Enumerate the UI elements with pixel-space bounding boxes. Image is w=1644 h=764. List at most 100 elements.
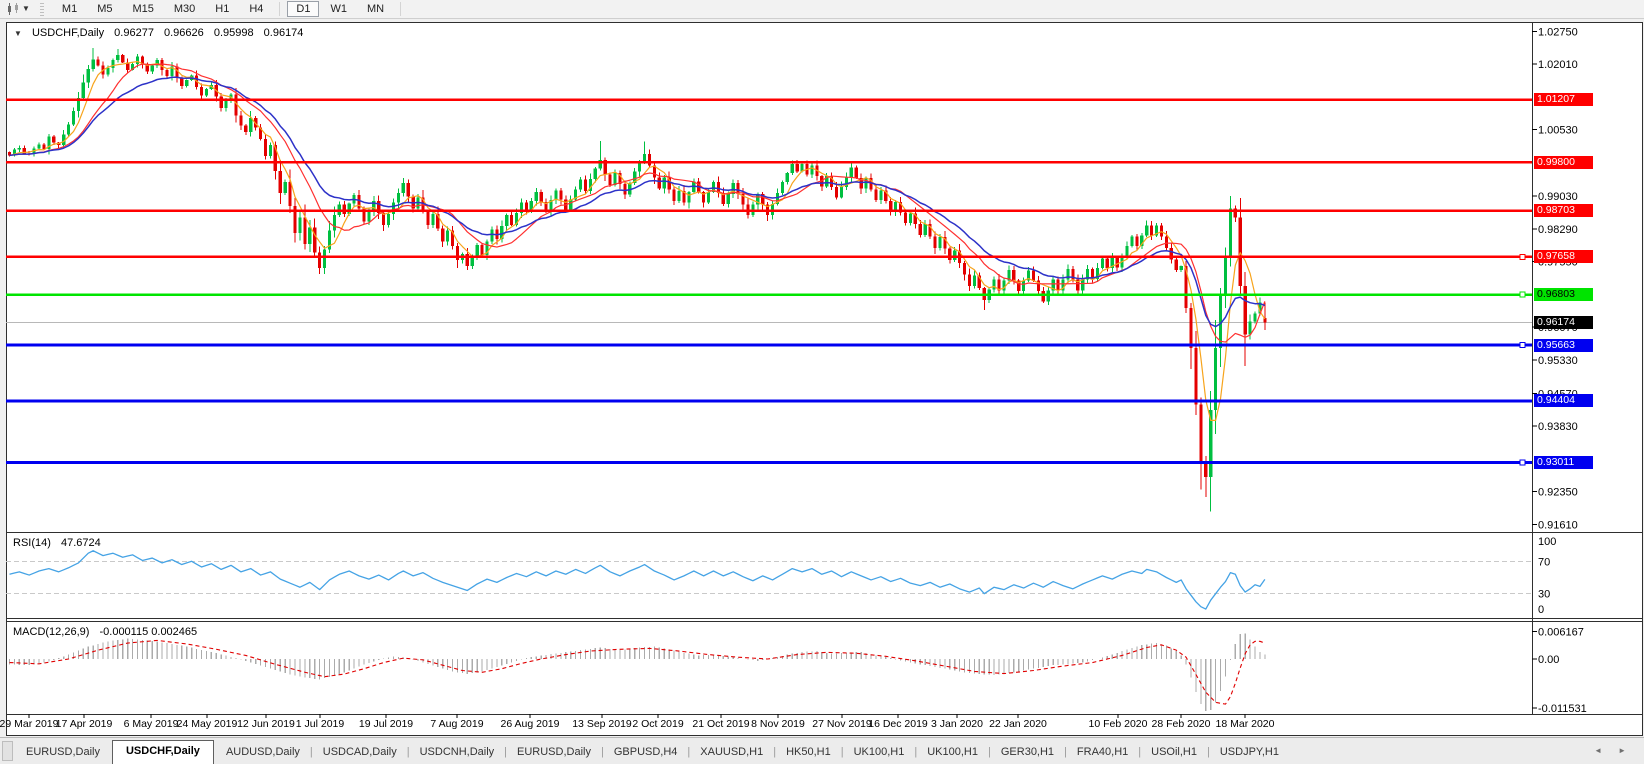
candle-up — [1248, 321, 1252, 335]
candle-up — [367, 211, 371, 222]
candle-down — [1243, 285, 1247, 335]
tabs-scroll-left-button[interactable]: ◄ — [1594, 746, 1603, 755]
timeframe-button-M1[interactable]: M1 — [61, 3, 78, 15]
candle-up — [1223, 257, 1228, 295]
candle-down — [1238, 217, 1242, 286]
candle-up — [593, 168, 597, 179]
candle-down — [1090, 269, 1095, 279]
macd-indicator-label: MACD(12,26,9) -0.000115 0.002465 — [13, 626, 204, 638]
tabs-scroll-right-button[interactable]: ► — [1618, 746, 1626, 755]
candle-down — [1189, 308, 1193, 348]
timeframe-button-W1[interactable]: W1 — [330, 3, 347, 15]
price-axis-tick-label: 0.99030 — [1538, 191, 1578, 203]
chart-tab-13[interactable]: USOil,H1 — [1151, 746, 1197, 758]
candle-up — [1007, 269, 1011, 281]
candle-down — [1031, 270, 1036, 281]
timeframe-button-H1[interactable]: H1 — [215, 3, 230, 15]
candle-down — [244, 125, 248, 132]
hline-handle[interactable] — [1519, 253, 1526, 260]
candle-down — [180, 77, 184, 86]
candle-down — [1199, 404, 1203, 463]
chart-tab-2[interactable]: AUDUSD,Daily — [225, 746, 300, 758]
tab-strip-spacer[interactable] — [2, 741, 13, 761]
timeframe-button-H4[interactable]: H4 — [249, 3, 264, 15]
chart-tab-1[interactable]: USDCHF,Daily — [111, 740, 214, 764]
chart-tab-6[interactable]: GBPUSD,H4 — [613, 746, 678, 758]
candle-up — [1253, 313, 1257, 322]
chart-window-background — [6, 22, 1643, 736]
hline-handle[interactable] — [1519, 459, 1526, 466]
timeframe-button-D1[interactable]: D1 — [287, 1, 320, 17]
candle-down — [219, 96, 223, 109]
rsi-line — [9, 550, 1266, 610]
chart-tab-12[interactable]: FRA40,H1 — [1076, 746, 1129, 758]
chart-symbol-label: USDCHF,Daily — [31, 27, 105, 39]
date-axis-label: 28 Feb 2020 — [1151, 718, 1211, 730]
chart-tab-14[interactable]: USDJPY,H1 — [1219, 746, 1279, 758]
chart-tab-3[interactable]: USDCAD,Daily — [322, 746, 397, 758]
candle-up — [1140, 235, 1144, 247]
candle-down — [1017, 280, 1021, 292]
hline-price-label: 0.98703 — [1534, 204, 1593, 218]
candle-down — [313, 227, 317, 253]
hline-handle[interactable] — [1519, 342, 1526, 349]
candle-up — [1228, 208, 1233, 258]
chart-tab-4[interactable]: USDCNH,Daily — [419, 746, 495, 758]
timeframe-button-M5[interactable]: M5 — [97, 3, 113, 15]
timeframe-button-M30[interactable]: M30 — [173, 3, 196, 15]
candle-up — [391, 202, 396, 215]
candle-down — [1159, 225, 1164, 237]
candle-down — [1233, 208, 1237, 218]
ohlc-low: 0.95998 — [213, 27, 254, 39]
candle-down — [928, 223, 932, 237]
moving-average-fast — [9, 60, 1266, 422]
candle-up — [62, 134, 66, 146]
date-axis-label: 18 Mar 2020 — [1215, 718, 1275, 730]
tab-separator: | — [687, 746, 691, 758]
candle-down — [898, 201, 903, 213]
chart-tab-10[interactable]: UK100,H1 — [927, 746, 978, 758]
toolbar-drag-handle[interactable] — [39, 2, 44, 16]
date-axis-label: 1 Jul 2019 — [295, 718, 345, 730]
candle-up — [638, 162, 642, 172]
candle-down — [1184, 265, 1188, 309]
candle-up — [470, 255, 474, 266]
candle-up — [1214, 347, 1218, 410]
chart-tab-5[interactable]: EURUSD,Daily — [517, 746, 591, 758]
candle-down — [1169, 247, 1173, 260]
rsi-indicator-label: RSI(14) 47.6724 — [13, 537, 108, 549]
candle-up — [71, 111, 76, 125]
chart-tab-7[interactable]: XAUUSD,H1 — [700, 746, 764, 758]
price-axis-tick-label: 0.92350 — [1538, 487, 1578, 499]
candle-down — [608, 174, 612, 186]
candle-down — [1012, 269, 1016, 281]
chart-window-frame — [6, 22, 1643, 736]
candle-down — [480, 245, 484, 255]
candle-up — [662, 177, 666, 189]
tab-separator: | — [1064, 746, 1067, 758]
candle-down — [1105, 258, 1109, 269]
candle-up — [249, 117, 253, 132]
ohlc-close: 0.96174 — [263, 27, 304, 39]
candle-down — [426, 211, 430, 225]
candle-up — [1100, 258, 1105, 269]
chart-tab-8[interactable]: HK50,H1 — [786, 746, 831, 758]
chart-tab-11[interactable]: GER30,H1 — [1000, 746, 1055, 758]
hline-handle[interactable] — [1519, 291, 1526, 298]
timeframe-button-MN[interactable]: MN — [366, 3, 385, 15]
candle-up — [431, 214, 435, 225]
price-axis-tick-label: 1.02010 — [1538, 59, 1578, 71]
candle-up — [1022, 280, 1026, 292]
candle-up — [1130, 236, 1134, 247]
candle-up — [726, 193, 730, 205]
chart-tab-0[interactable]: EURUSD,Daily — [26, 746, 100, 758]
date-axis-label: 26 Aug 2019 — [500, 718, 560, 730]
chart-type-button[interactable]: ▼ — [3, 3, 34, 15]
chart-tab-9[interactable]: UK100,H1 — [853, 746, 905, 758]
candle-down — [263, 138, 268, 156]
candle-down — [544, 201, 548, 212]
candle-down — [1041, 291, 1045, 302]
timeframe-button-M15[interactable]: M15 — [132, 3, 154, 15]
